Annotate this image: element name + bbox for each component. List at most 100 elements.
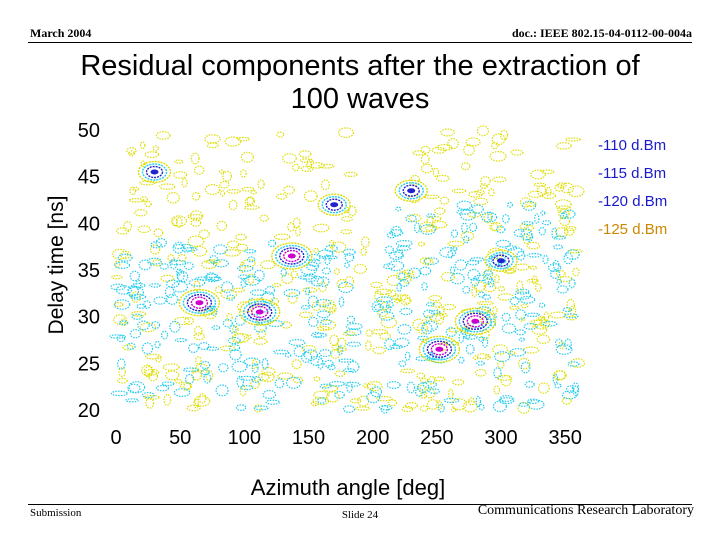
contour-speckle: [387, 399, 398, 407]
contour-speckle: [494, 351, 511, 363]
contour-speckle: [218, 363, 229, 373]
contour-speckle: [212, 259, 229, 268]
peak-contour: [145, 165, 164, 179]
contour-speckle: [290, 270, 298, 279]
contour-speckle: [492, 400, 507, 413]
contour-speckle: [561, 390, 578, 400]
contour-speckle: [236, 375, 245, 388]
contour-speckle: [321, 255, 339, 260]
peak-contour: [279, 247, 305, 265]
peak-contour: [317, 193, 351, 216]
contour-speckle: [169, 258, 178, 270]
contour-speckle: [253, 269, 265, 282]
contour-speckle: [274, 233, 291, 240]
contour-speckle: [447, 250, 454, 259]
contour-speckle: [444, 340, 460, 346]
contour-speckle: [137, 320, 150, 331]
contour-speckle: [291, 359, 302, 370]
contour-speckle: [323, 303, 337, 313]
contour-speckle: [267, 239, 277, 248]
contour-speckle: [223, 249, 241, 257]
contour-speckle: [347, 205, 357, 217]
contour-speckle: [324, 254, 331, 266]
contour-speckle: [395, 206, 402, 212]
contour-speckle: [304, 287, 311, 296]
contour-speckle: [190, 210, 204, 222]
contour-speckle: [447, 388, 454, 400]
contour-speckle: [428, 352, 437, 360]
contour-speckle: [549, 311, 567, 319]
contour-speckle: [419, 224, 436, 235]
contour-speckle: [416, 372, 426, 379]
contour-speckle: [428, 375, 436, 385]
contour-speckle: [508, 305, 520, 310]
contour-speckle: [144, 200, 152, 208]
contour-speckle: [211, 325, 221, 331]
contour-speckle: [460, 162, 471, 171]
contour-speckle: [244, 197, 256, 206]
contour-speckle: [165, 279, 180, 288]
contour-speckle: [432, 220, 448, 229]
contour-speckle: [451, 188, 467, 194]
contour-speckle: [425, 302, 435, 307]
contour-speckle: [386, 301, 394, 309]
contour-speckle: [428, 295, 442, 302]
contour-speckle: [174, 338, 188, 343]
contour-speckle: [490, 254, 507, 266]
contour-speckle: [520, 228, 533, 241]
contour-speckle: [344, 276, 355, 288]
contour-speckle: [435, 174, 450, 182]
peak-core: [471, 318, 480, 324]
contour-speckle: [115, 285, 133, 295]
contour-speckle: [334, 370, 346, 377]
contour-speckle: [467, 211, 482, 218]
contour-speckle: [209, 276, 222, 282]
contour-speckle: [316, 325, 330, 331]
peak-contour: [137, 160, 172, 184]
contour-speckle: [277, 372, 294, 380]
contour-speckle: [550, 269, 561, 279]
contour-speckle: [146, 257, 162, 265]
contour-speckle: [373, 303, 384, 311]
contour-speckle: [110, 390, 128, 397]
contour-speckle: [419, 266, 432, 276]
contour-speckle: [188, 278, 206, 287]
contour-speckle: [390, 225, 402, 237]
contour-speckle: [243, 357, 261, 367]
peak-contour: [325, 198, 343, 211]
contour-speckle: [554, 383, 562, 389]
contour-speckle: [463, 144, 475, 156]
peak-contour: [458, 310, 492, 333]
contour-speckle: [473, 274, 489, 282]
y-tick-label: 20: [78, 400, 100, 422]
contour-speckle: [338, 127, 355, 139]
contour-speckle: [476, 353, 489, 360]
contour-speckle: [516, 280, 524, 293]
contour-speckle: [311, 331, 323, 338]
contour-speckle: [266, 320, 284, 328]
contour-speckle: [292, 163, 300, 172]
contour-speckle: [406, 381, 416, 394]
contour-speckle: [246, 256, 256, 263]
legend-entry: -125 d.Bm: [598, 221, 667, 238]
header-date: March 2004: [30, 26, 92, 40]
contour-speckle: [131, 282, 146, 289]
contour-speckle: [492, 306, 498, 315]
contour-speckle: [195, 356, 202, 365]
contour-speckle: [161, 381, 175, 387]
x-tick-label: 300: [484, 427, 517, 449]
contour-speckle: [487, 211, 493, 221]
contour-speckle: [493, 385, 501, 395]
contour-speckle: [421, 322, 433, 335]
header-doc-id: doc.: IEEE 802.15-04-0112-00-004a: [512, 26, 692, 40]
peak-contour: [186, 294, 213, 312]
contour-speckle: [153, 228, 164, 238]
slide-title: Residual components after the extraction…: [0, 50, 720, 116]
contour-speckle: [162, 363, 180, 371]
contour-speckle: [129, 293, 147, 300]
contour-speckle: [338, 296, 345, 308]
contour-speckle: [298, 275, 316, 280]
contour-speckle: [342, 368, 356, 373]
contour-speckle: [565, 249, 580, 261]
contour-speckle: [257, 329, 267, 339]
